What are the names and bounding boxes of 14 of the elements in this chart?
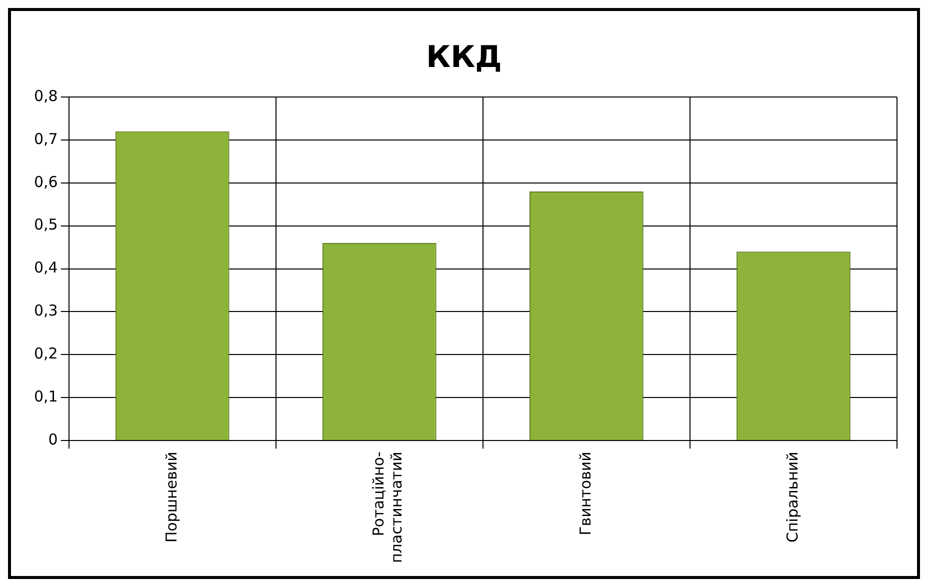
y-tick-label: 0,3 bbox=[34, 302, 58, 320]
x-tick-label: Спіральний bbox=[783, 452, 802, 542]
y-tick-label: 0,2 bbox=[34, 344, 58, 363]
chart-title: ККД bbox=[426, 40, 502, 75]
x-tick-label: Поршневий bbox=[162, 452, 180, 543]
x-tick-label: Ротаційно-пластинчатий bbox=[369, 452, 406, 564]
y-tick-label: 0,8 bbox=[34, 86, 58, 105]
x-tick-label: Гвинтовий bbox=[576, 452, 594, 536]
y-tick-label: 0,4 bbox=[34, 258, 58, 277]
y-tick-label: 0,7 bbox=[34, 130, 58, 148]
y-tick-label: 0,5 bbox=[34, 216, 58, 234]
y-tick-label: 0,6 bbox=[34, 172, 58, 191]
y-tick-label: 0,1 bbox=[34, 388, 58, 406]
y-tick-label: 0 bbox=[48, 430, 58, 448]
